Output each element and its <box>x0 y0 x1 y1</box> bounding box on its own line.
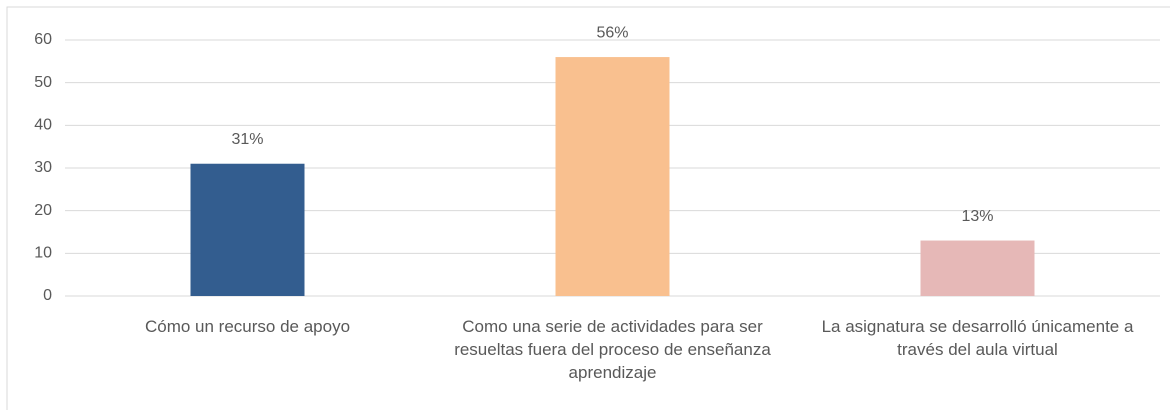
data-label: 31% <box>231 131 263 148</box>
bar <box>190 163 305 296</box>
bar <box>555 57 670 296</box>
y-tick-label: 10 <box>34 245 52 262</box>
y-tick-label: 40 <box>34 117 52 134</box>
y-tick-label: 60 <box>34 31 52 48</box>
bar <box>920 240 1035 296</box>
y-tick-label: 0 <box>43 287 52 304</box>
data-label: 56% <box>596 24 628 41</box>
y-tick-label: 30 <box>34 159 52 176</box>
x-tick-label: Como una serie de actividades para ser r… <box>454 317 771 382</box>
y-tick-label: 20 <box>34 202 52 219</box>
x-tick-label: La asignatura se desarrolló únicamente a… <box>821 317 1134 359</box>
y-tick-label: 50 <box>34 74 52 91</box>
chart-frame <box>6 6 1170 410</box>
data-label: 13% <box>961 208 993 225</box>
x-tick-label: Cómo un recurso de apoyo <box>144 317 351 336</box>
